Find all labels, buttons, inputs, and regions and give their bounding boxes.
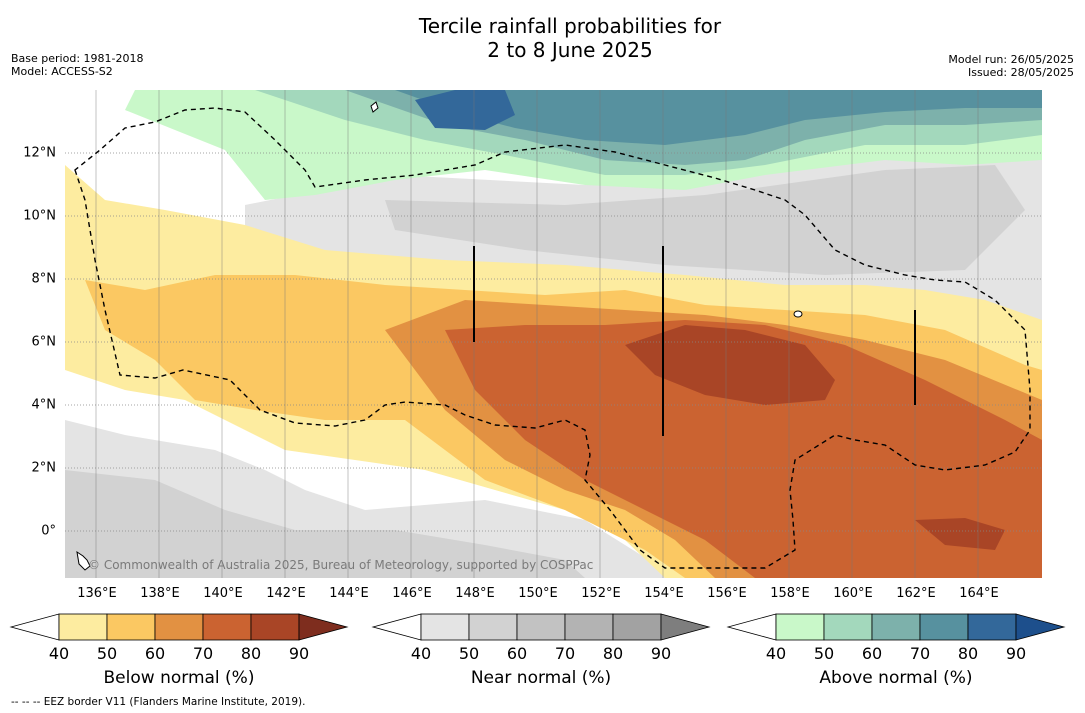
lon-label: 158°E [770,586,810,601]
cbar-near-lowend [371,613,422,641]
cbar-tick: 40 [48,644,70,663]
cbar-tick: 60 [144,644,166,663]
colorbar-above-normal [726,613,1066,641]
marker-bars [473,246,916,436]
lon-label: 156°E [707,586,747,601]
cbar-above-50 [775,613,825,641]
lat-label: 2°N [31,460,57,476]
lon-label: 164°E [959,586,999,601]
lon-label: 160°E [833,586,873,601]
near-normal-zone-south-core [65,470,585,578]
lon-label: 142°E [266,586,306,601]
cbar-tick: 90 [1005,644,1027,663]
cbar-above-80 [919,613,969,641]
cbar-above-lowend [726,613,777,641]
graticule [65,152,1042,532]
colorbar-title-above: Above normal (%) [819,668,973,688]
lon-label: 154°E [644,586,684,601]
above-normal-zone-80 [395,90,1042,145]
base-period: Base period: 1981-2018 [11,52,144,65]
island-pohnpei [793,310,803,318]
cbar-tick: 40 [410,644,432,663]
cbar-near-60 [468,613,518,641]
eez-borders [74,107,1031,569]
cbar-above-90 [967,613,1017,641]
cbar-tick: 60 [506,644,528,663]
lat-label: 6°N [31,334,57,350]
lon-label: 136°E [77,586,117,601]
below-normal-zone-90-east [915,518,1005,550]
copyright-notice: © Commonwealth of Australia 2025, Bureau… [88,558,594,572]
lat-label: 0° [41,523,56,539]
title-line-1: Tercile rainfall probabilities for [418,14,722,38]
lat-label: 8°N [31,271,57,287]
cbar-below-50 [58,613,108,641]
cbar-near-50 [420,613,470,641]
cbar-near-70 [516,613,566,641]
lon-label: 138°E [140,586,180,601]
cbar-tick: 60 [861,644,883,663]
cbar-above-70 [871,613,921,641]
probability-map [65,90,1042,578]
meridians [95,90,979,578]
islands [76,101,803,571]
lon-label: 152°E [581,586,621,601]
cbar-near-90 [612,613,662,641]
colorbar-near-normal [371,613,711,641]
cbar-above-60 [823,613,873,641]
above-normal-zone-90 [415,90,515,130]
lon-label: 140°E [203,586,243,601]
lon-label: 150°E [518,586,558,601]
lon-label: 146°E [392,586,432,601]
cbar-near-highend [660,613,711,641]
cbar-above-highend [1015,613,1066,641]
cbar-tick: 50 [813,644,835,663]
island-guam [370,101,379,113]
cbar-below-60 [106,613,156,641]
near-normal-zone-north-core [385,165,1025,275]
issued-date: Issued: 28/05/2025 [967,66,1074,79]
lat-label: 12°N [23,145,56,161]
cbar-tick: 80 [240,644,262,663]
title-line-2: 2 to 8 June 2025 [487,38,653,62]
cbar-below-90 [250,613,300,641]
cbar-near-80 [564,613,614,641]
lat-label: 10°N [23,208,56,224]
cbar-tick: 70 [192,644,214,663]
island-palau [76,550,91,571]
colorbar-below-normal [9,613,349,641]
below-normal-zone-90 [625,325,835,405]
meta-left: Base period: 1981-2018 Model: ACCESS-S2 [11,52,143,78]
lon-label: 162°E [896,586,936,601]
colorbars-svg [9,613,1066,641]
cbar-tick: 80 [602,644,624,663]
cbar-below-80 [202,613,252,641]
below-normal-zone-80 [445,320,1042,578]
cbar-tick: 70 [909,644,931,663]
cbar-tick: 80 [957,644,979,663]
cbar-tick: 90 [288,644,310,663]
cbar-below-lowend [9,613,60,641]
cbar-tick: 50 [458,644,480,663]
cbar-tick: 90 [650,644,672,663]
lat-label: 4°N [31,397,57,413]
map-svg [65,90,1042,578]
colorbar-title-near: Near normal (%) [470,668,612,688]
cbar-below-highend [298,613,349,641]
cbar-below-70 [154,613,204,641]
cbar-tick: 70 [554,644,576,663]
lon-label: 144°E [329,586,369,601]
eez-border-palau-fsm [74,107,1031,569]
cbar-tick: 40 [765,644,787,663]
cbar-tick: 50 [96,644,118,663]
lon-label: 148°E [455,586,495,601]
model-run: Model run: 26/05/2025 [948,53,1074,66]
model-name: Model: ACCESS-S2 [11,65,113,78]
colorbar-title-below: Below normal (%) [103,668,255,688]
chart-title: Tercile rainfall probabilities for 2 to … [0,14,1085,62]
meta-right: Model run: 26/05/2025 Issued: 28/05/2025 [948,53,1074,79]
eez-legend-note: -- -- -- EEZ border V11 (Flanders Marine… [11,696,306,708]
